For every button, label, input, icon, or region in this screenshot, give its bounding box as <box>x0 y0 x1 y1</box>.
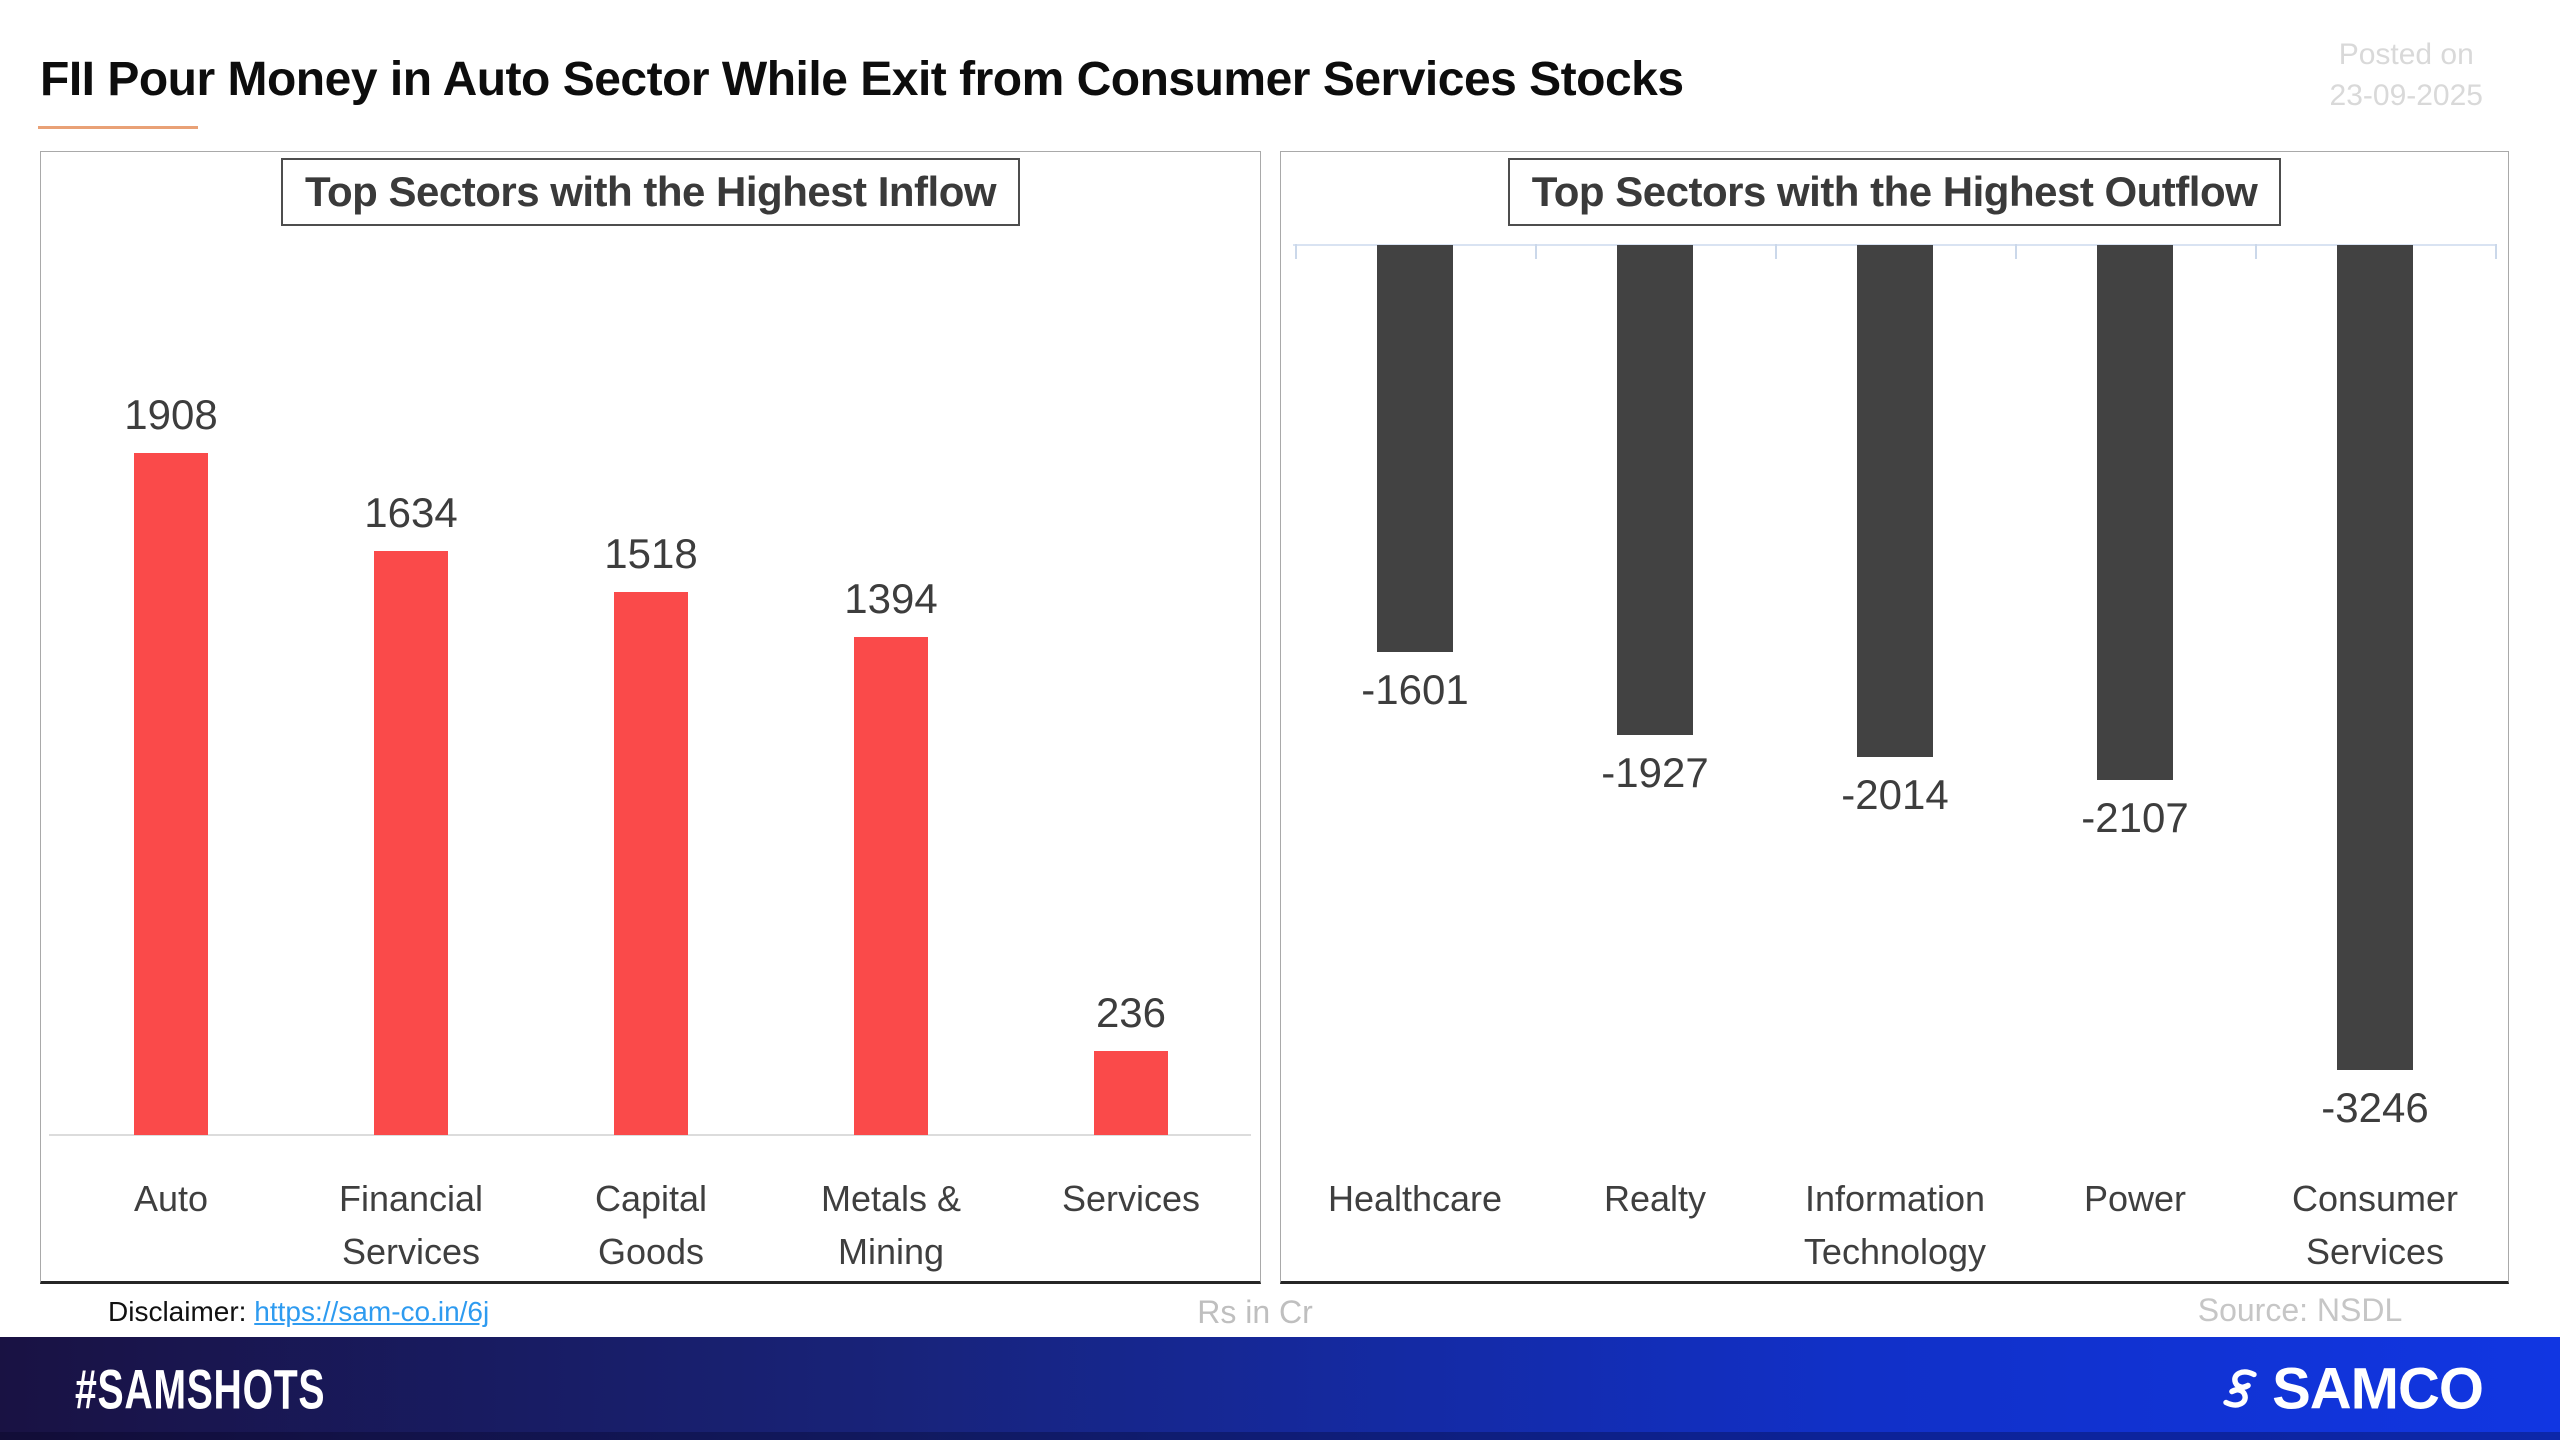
samshots-hashtag: #SAMSHOTS <box>75 1357 326 1420</box>
bar-realty <box>1617 245 1693 735</box>
value-label-metals-mining: 1394 <box>844 575 938 622</box>
category-label-financial-services: Financial Services <box>338 1178 484 1272</box>
category-label-information-technology: Information Technology <box>1803 1178 1987 1272</box>
samco-brand-text: SAMCO <box>2272 1356 2484 1421</box>
samco-brand: SAMCO <box>2216 1355 2484 1422</box>
bar-capital-goods <box>614 592 688 1135</box>
value-label-financial-services: 1634 <box>364 489 458 536</box>
page-title: FII Pour Money in Auto Sector While Exit… <box>40 53 1684 106</box>
value-label-capital-goods: 1518 <box>604 530 698 577</box>
value-label-healthcare: -1601 <box>1361 666 1469 713</box>
inflow-chart-plot: 1908 Auto 1634 Financial Services 1518 Capita… <box>41 152 1260 1281</box>
value-label-power: -2107 <box>2081 794 2189 841</box>
value-label-information-technology: -2014 <box>1841 771 1949 818</box>
category-label-metals-mining: Metals & Mining <box>820 1178 962 1272</box>
unit-note: Rs in Cr <box>1197 1294 1313 1330</box>
outflow-chart-plot: -1601 Healthcare -1927 Realty -2014 Informati… <box>1281 152 2508 1281</box>
posted-on-date: 23-09-2025 <box>2329 79 2483 112</box>
axis-tick <box>2015 244 2017 259</box>
posted-on: Posted on 23-09-2025 <box>2330 34 2483 116</box>
outflow-chart-title-row: Top Sectors with the Highest Outflow <box>1281 158 2508 226</box>
value-label-realty: -1927 <box>1601 749 1709 796</box>
disclaimer-label: Disclaimer: <box>108 1296 247 1327</box>
outflow-chart-title: Top Sectors with the Highest Outflow <box>1507 158 2282 226</box>
axis-tick <box>2495 244 2497 259</box>
category-label-capital-goods: Capital Goods <box>594 1178 708 1272</box>
category-label-realty: Realty <box>1603 1178 1707 1219</box>
posted-on-label: Posted on <box>2338 38 2474 71</box>
category-label-services: Services <box>1061 1178 1201 1219</box>
disclaimer: Disclaimer: https://sam-co.in/6j <box>108 1296 489 1328</box>
axis-tick <box>2255 244 2257 259</box>
value-label-services: 236 <box>1095 989 1167 1036</box>
bar-information-technology <box>1857 245 1933 757</box>
bar-healthcare <box>1377 245 1453 652</box>
inflow-chart-title: Top Sectors with the Highest Inflow <box>280 158 1021 226</box>
category-label-healthcare: Healthcare <box>1327 1178 1503 1219</box>
footer-bar: #SAMSHOTS SAMCO <box>0 1337 2560 1440</box>
bar-financial-services <box>374 551 448 1135</box>
inflow-chart-panel: Top Sectors with the Highest Inflow 1908… <box>40 151 1261 1284</box>
bar-consumer-services <box>2337 245 2413 1070</box>
inflow-baseline <box>49 1134 1251 1136</box>
category-label-power: Power <box>2083 1178 2187 1219</box>
outflow-chart-panel: Top Sectors with the Highest Outflow -16… <box>1280 151 2509 1284</box>
bar-services <box>1094 1051 1168 1135</box>
category-label-consumer-services: Consumer Services <box>2291 1178 2459 1272</box>
category-label-auto: Auto <box>133 1178 209 1219</box>
inflow-chart-title-row: Top Sectors with the Highest Inflow <box>41 158 1260 226</box>
axis-tick <box>1775 244 1777 259</box>
title-underline <box>38 126 198 129</box>
source-note: Source: NSDL <box>2197 1292 2403 1328</box>
samco-logo-icon <box>2223 1369 2257 1408</box>
bar-metals-mining <box>854 637 928 1135</box>
disclaimer-link[interactable]: https://sam-co.in/6j <box>254 1296 490 1327</box>
value-label-auto: 1908 <box>124 391 218 438</box>
value-label-consumer-services: -3246 <box>2321 1084 2429 1131</box>
bar-power <box>2097 245 2173 780</box>
bar-auto <box>134 453 208 1135</box>
axis-tick <box>1295 244 1297 259</box>
axis-tick <box>1535 244 1537 259</box>
